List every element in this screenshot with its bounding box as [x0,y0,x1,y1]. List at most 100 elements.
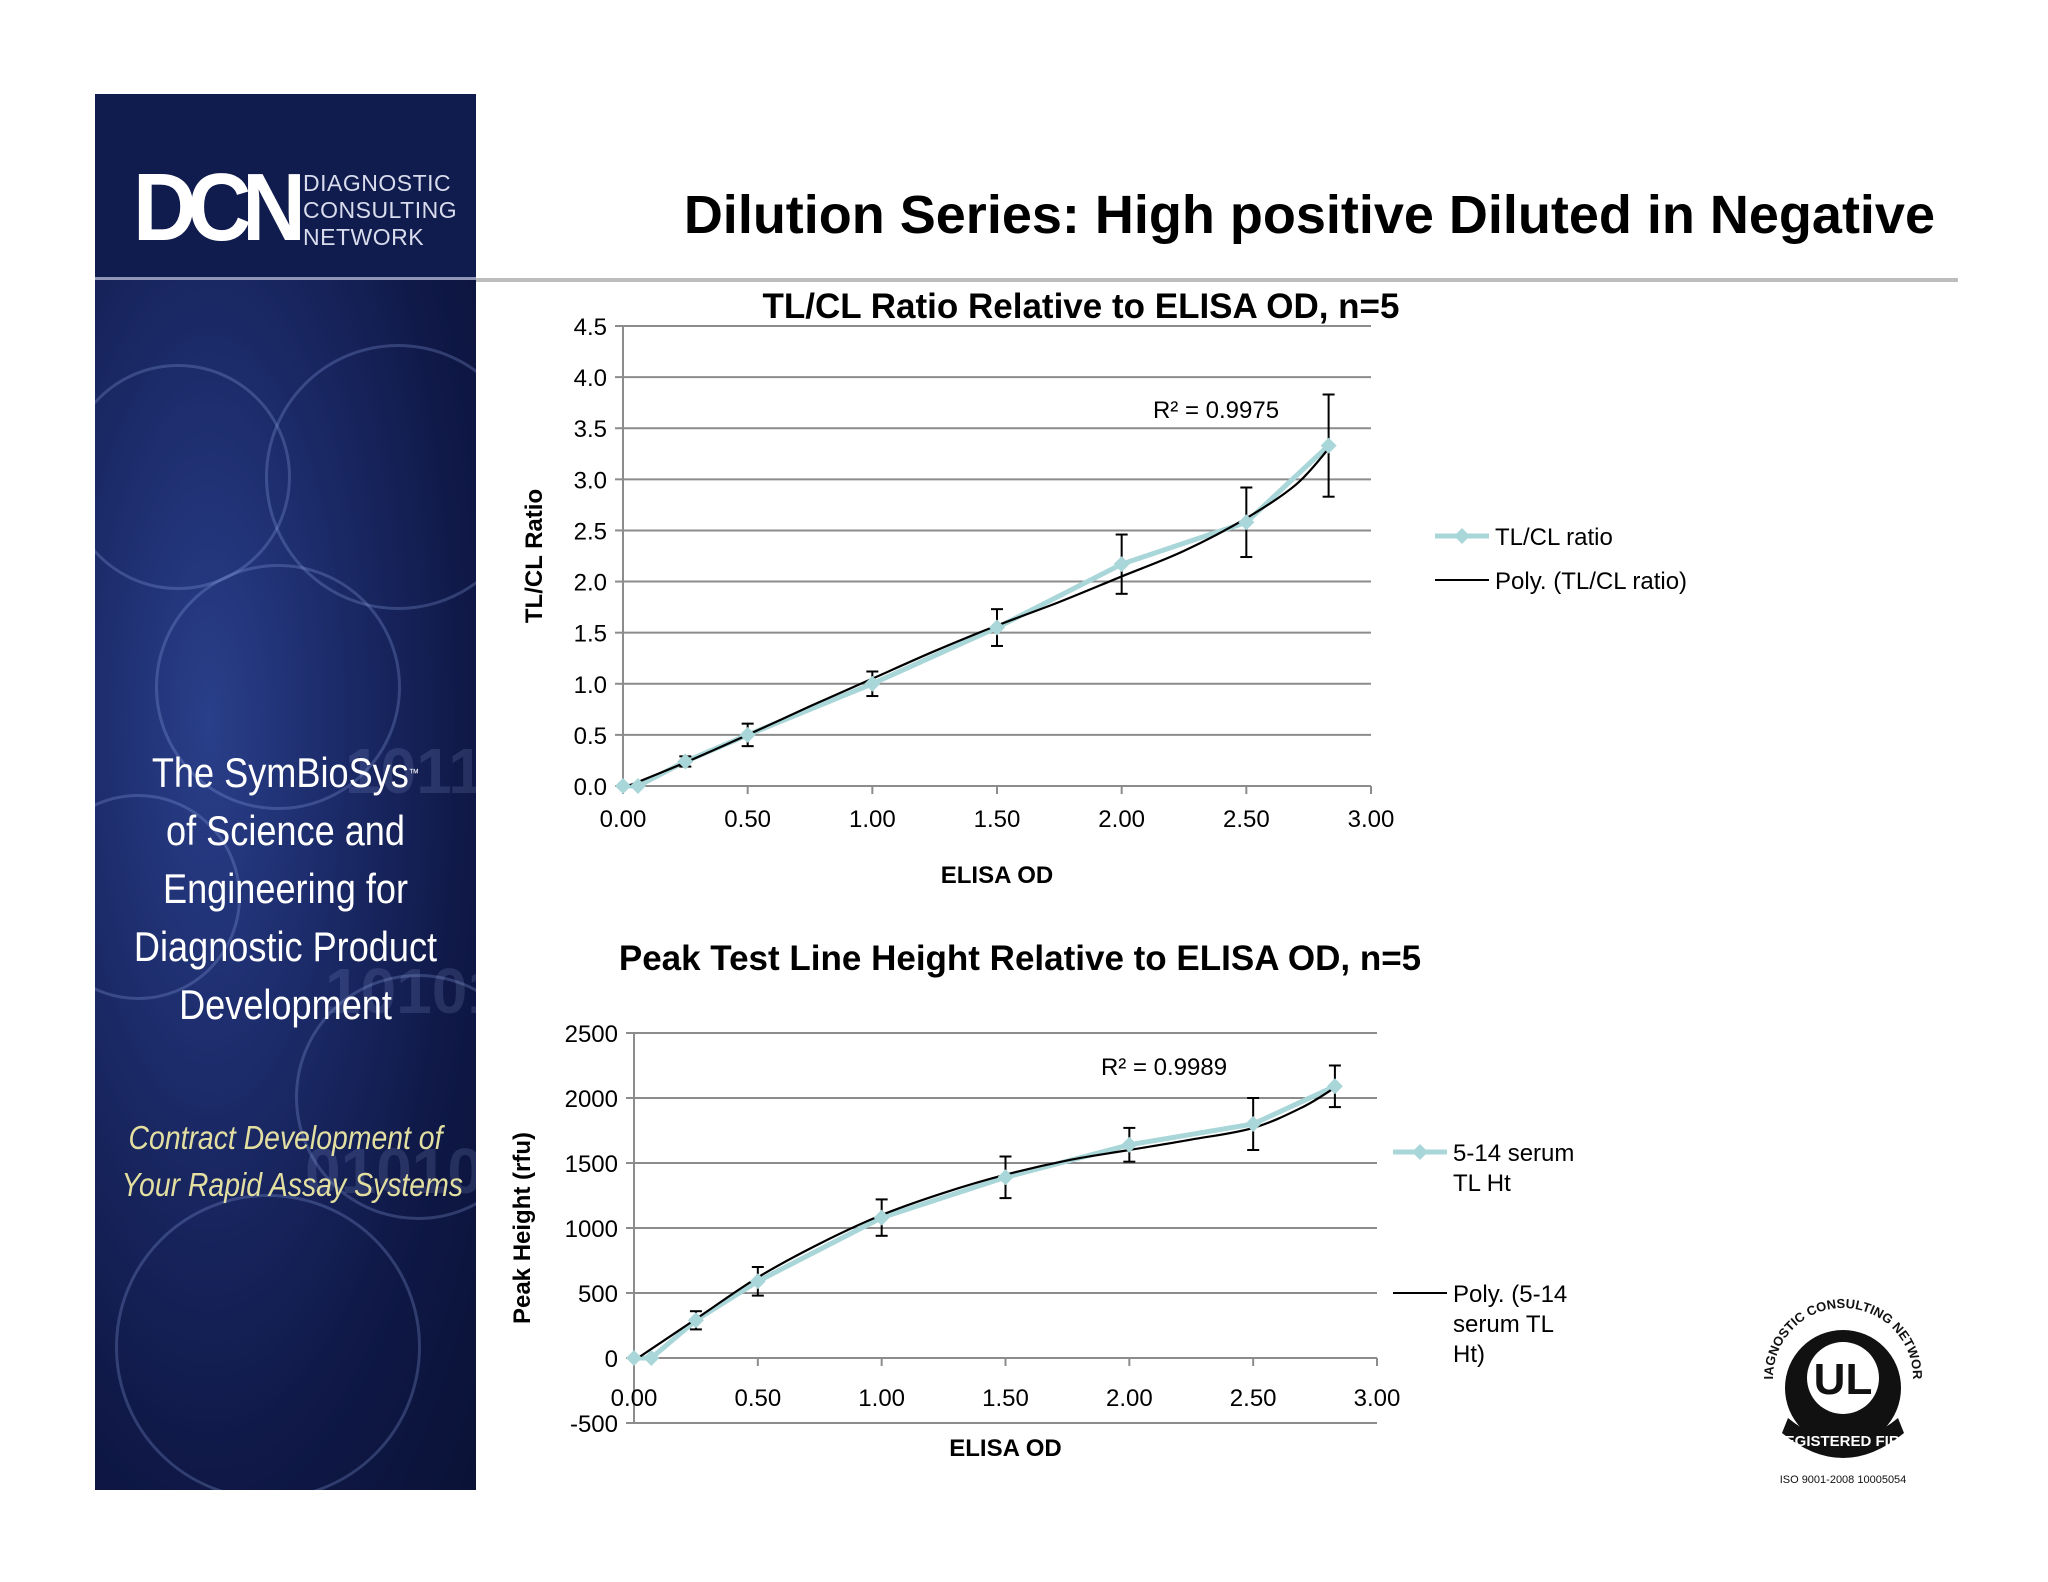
x-tick-label: 2.50 [1223,806,1270,833]
y-tick-label: 3.5 [574,416,607,443]
r-squared-label: R² = 0.9989 [1101,1054,1227,1081]
x-tick-label: 3.00 [1354,1385,1401,1412]
badge-iso-text: ISO 9001-2008 10005054 [1780,1474,1907,1486]
logo-word: CONSULTING [303,197,458,223]
data-point-marker [615,778,631,794]
title-divider [476,278,1958,282]
data-point-marker [1320,437,1337,454]
data-point-marker [997,1169,1014,1186]
data-point-marker [687,1312,704,1329]
chart-title: TL/CL Ratio Relative to ELISA OD, n=5 [763,287,1400,326]
tagline-line: Development [179,981,392,1028]
data-point-marker [1326,1078,1343,1095]
tagline-line: Diagnostic Product [133,923,438,970]
legend-label: serum TL [1453,1311,1554,1338]
data-point-marker [677,753,694,770]
y-tick-label: 4.0 [574,365,607,392]
y-tick-label: 1.5 [574,621,607,648]
y-tick-label: 2.0 [574,570,607,597]
data-series-line [634,1084,1336,1361]
y-tick-label: 2000 [565,1086,618,1113]
banner-tagline: The SymBioSys™ of Science and Engineerin… [122,744,450,1034]
tagline-text: The SymBioSys [151,749,409,796]
y-tick-label: -500 [570,1411,618,1438]
y-axis-label: TL/CL Ratio [521,489,548,623]
x-tick-label: 0.50 [734,1385,781,1412]
y-axis-label: Peak Height (rfu) [509,1132,536,1324]
x-tick-label: 1.50 [974,806,1021,833]
data-point-marker [749,1273,766,1290]
page-title: Dilution Series: High positive Diluted i… [683,185,1935,245]
x-tick-label: 0.00 [600,806,647,833]
subtag-line: Contract Development of [128,1119,443,1156]
data-point-marker [629,778,646,794]
data-point-marker [989,619,1005,636]
legend-label: 5-14 serum [1453,1140,1574,1167]
y-tick-label: 1500 [565,1151,618,1178]
trademark-mark: ™ [408,766,420,780]
data-point-marker [873,1209,890,1226]
data-point-marker [1245,1116,1262,1132]
logo-wordmark: DIAGNOSTIC CONSULTING NETWORK [303,170,457,251]
cell-bubble-decoration [155,564,401,810]
y-tick-label: 0 [605,1346,618,1373]
legend-label: Ht) [1453,1341,1485,1368]
subtag-line: Your Rapid Assay Systems [121,1166,463,1203]
data-point-marker [626,1350,642,1366]
binary-decoration: 10101 [325,955,476,1027]
y-tick-label: 2500 [565,1021,618,1048]
data-point-marker [1238,514,1255,531]
side-banner: 1011 10101 01010 DCN DIAGNOSTIC CONSULTI… [95,94,476,1490]
data-point-marker [1121,1136,1138,1153]
y-tick-label: 500 [578,1281,618,1308]
data-point-marker [739,726,756,743]
binary-decoration: 1011 [345,735,476,807]
x-axis-label: ELISA OD [949,1435,1061,1462]
y-tick-label: 1000 [565,1216,618,1243]
legend-swatch-marker [1454,528,1470,544]
legend-label: TL/CL ratio [1495,524,1613,551]
logo-area: DCN DIAGNOSTIC CONSULTING NETWORK [95,94,476,277]
logo-word: DIAGNOSTIC [303,170,452,196]
y-tick-label: 2.5 [574,518,607,545]
y-tick-label: 0.5 [574,723,607,750]
badge-band-text: REGISTERED FIRM [1774,1433,1912,1450]
x-tick-label: 0.00 [611,1385,658,1412]
banner-subtagline: Contract Development of Your Rapid Assay… [121,1114,463,1208]
data-point-marker [643,1350,660,1366]
x-tick-label: 1.00 [849,806,896,833]
badge-inner-circle [1807,1342,1879,1414]
data-point-marker [1113,556,1130,573]
chart-title: Peak Test Line Height Relative to ELISA … [619,939,1421,978]
dcn-logo: DCN [133,154,306,261]
logo-divider [95,277,476,280]
y-tick-label: 0.0 [574,774,607,801]
y-tick-label: 1.0 [574,672,607,699]
tagline-line: of Science and [166,807,405,854]
binary-decoration: 01010 [305,1135,476,1207]
x-tick-label: 1.00 [858,1385,905,1412]
x-axis-label: ELISA OD [941,862,1053,889]
ul-mark: UL [1814,1355,1873,1404]
x-tick-label: 1.50 [982,1385,1029,1412]
x-tick-label: 2.50 [1230,1385,1277,1412]
legend-label: TL Ht [1453,1170,1511,1197]
x-tick-label: 2.00 [1098,806,1145,833]
legend-label: Poly. (TL/CL ratio) [1495,568,1687,595]
x-tick-label: 0.50 [724,806,771,833]
y-tick-label: 4.5 [574,314,607,341]
legend-swatch-marker [1412,1144,1428,1160]
ul-registered-firm-badge: DIAGNOSTIC CONSULTING NETWORK UL REGISTE… [1748,1278,1925,1486]
tagline-line: The SymBioSys™ [122,744,450,802]
x-tick-label: 2.00 [1106,1385,1153,1412]
x-tick-label: 3.00 [1348,806,1395,833]
y-tick-label: 3.0 [574,467,607,494]
badge-band [1782,1418,1904,1458]
logo-word: NETWORK [303,224,425,250]
cell-bubble-decoration [115,1194,421,1490]
tagline-line: Engineering for [163,865,408,912]
r-squared-label: R² = 0.9975 [1153,397,1279,424]
legend-label: Poly. (5-14 [1453,1281,1567,1308]
